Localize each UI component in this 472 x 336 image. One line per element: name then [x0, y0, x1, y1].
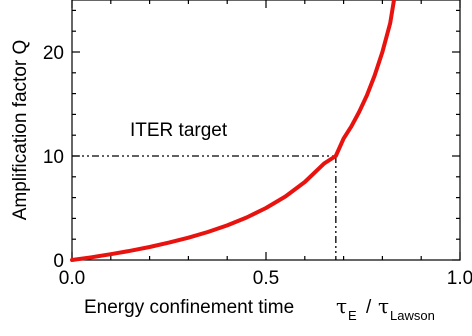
- x-tick-label: 0.5: [253, 268, 279, 289]
- y-axis-title: Amplification factor Q: [10, 40, 31, 221]
- series-line-q: [70, 0, 396, 262]
- x-tick-label: 0.0: [59, 268, 85, 289]
- axis-ticks: [71, 0, 461, 261]
- x-axis-symbol-tau-lawson: τ: [378, 294, 389, 318]
- x-axis-symbol-sub-e: E: [348, 308, 357, 323]
- x-axis-symbol-tau-e: τ: [336, 294, 347, 318]
- x-tick-label: 1.0: [447, 268, 472, 289]
- y-tick-label: 0: [53, 251, 64, 272]
- x-axis-symbol-slash: /: [366, 297, 372, 318]
- axis-tick-labels: 0.0 0.5 1.0 0 10 20: [43, 43, 472, 289]
- x-axis-title-text: Energy confinement time: [84, 297, 294, 318]
- y-tick-label: 20: [43, 43, 64, 64]
- target-guide-lines: [72, 155, 337, 260]
- x-axis-title: Energy confinement time τ E / τ Lawson: [84, 294, 435, 323]
- x-axis-symbol-sub-lawson: Lawson: [390, 308, 435, 323]
- y-tick-label: 10: [43, 147, 64, 168]
- data-series: [70, 0, 396, 262]
- annotation-iter-target: ITER target: [130, 120, 228, 141]
